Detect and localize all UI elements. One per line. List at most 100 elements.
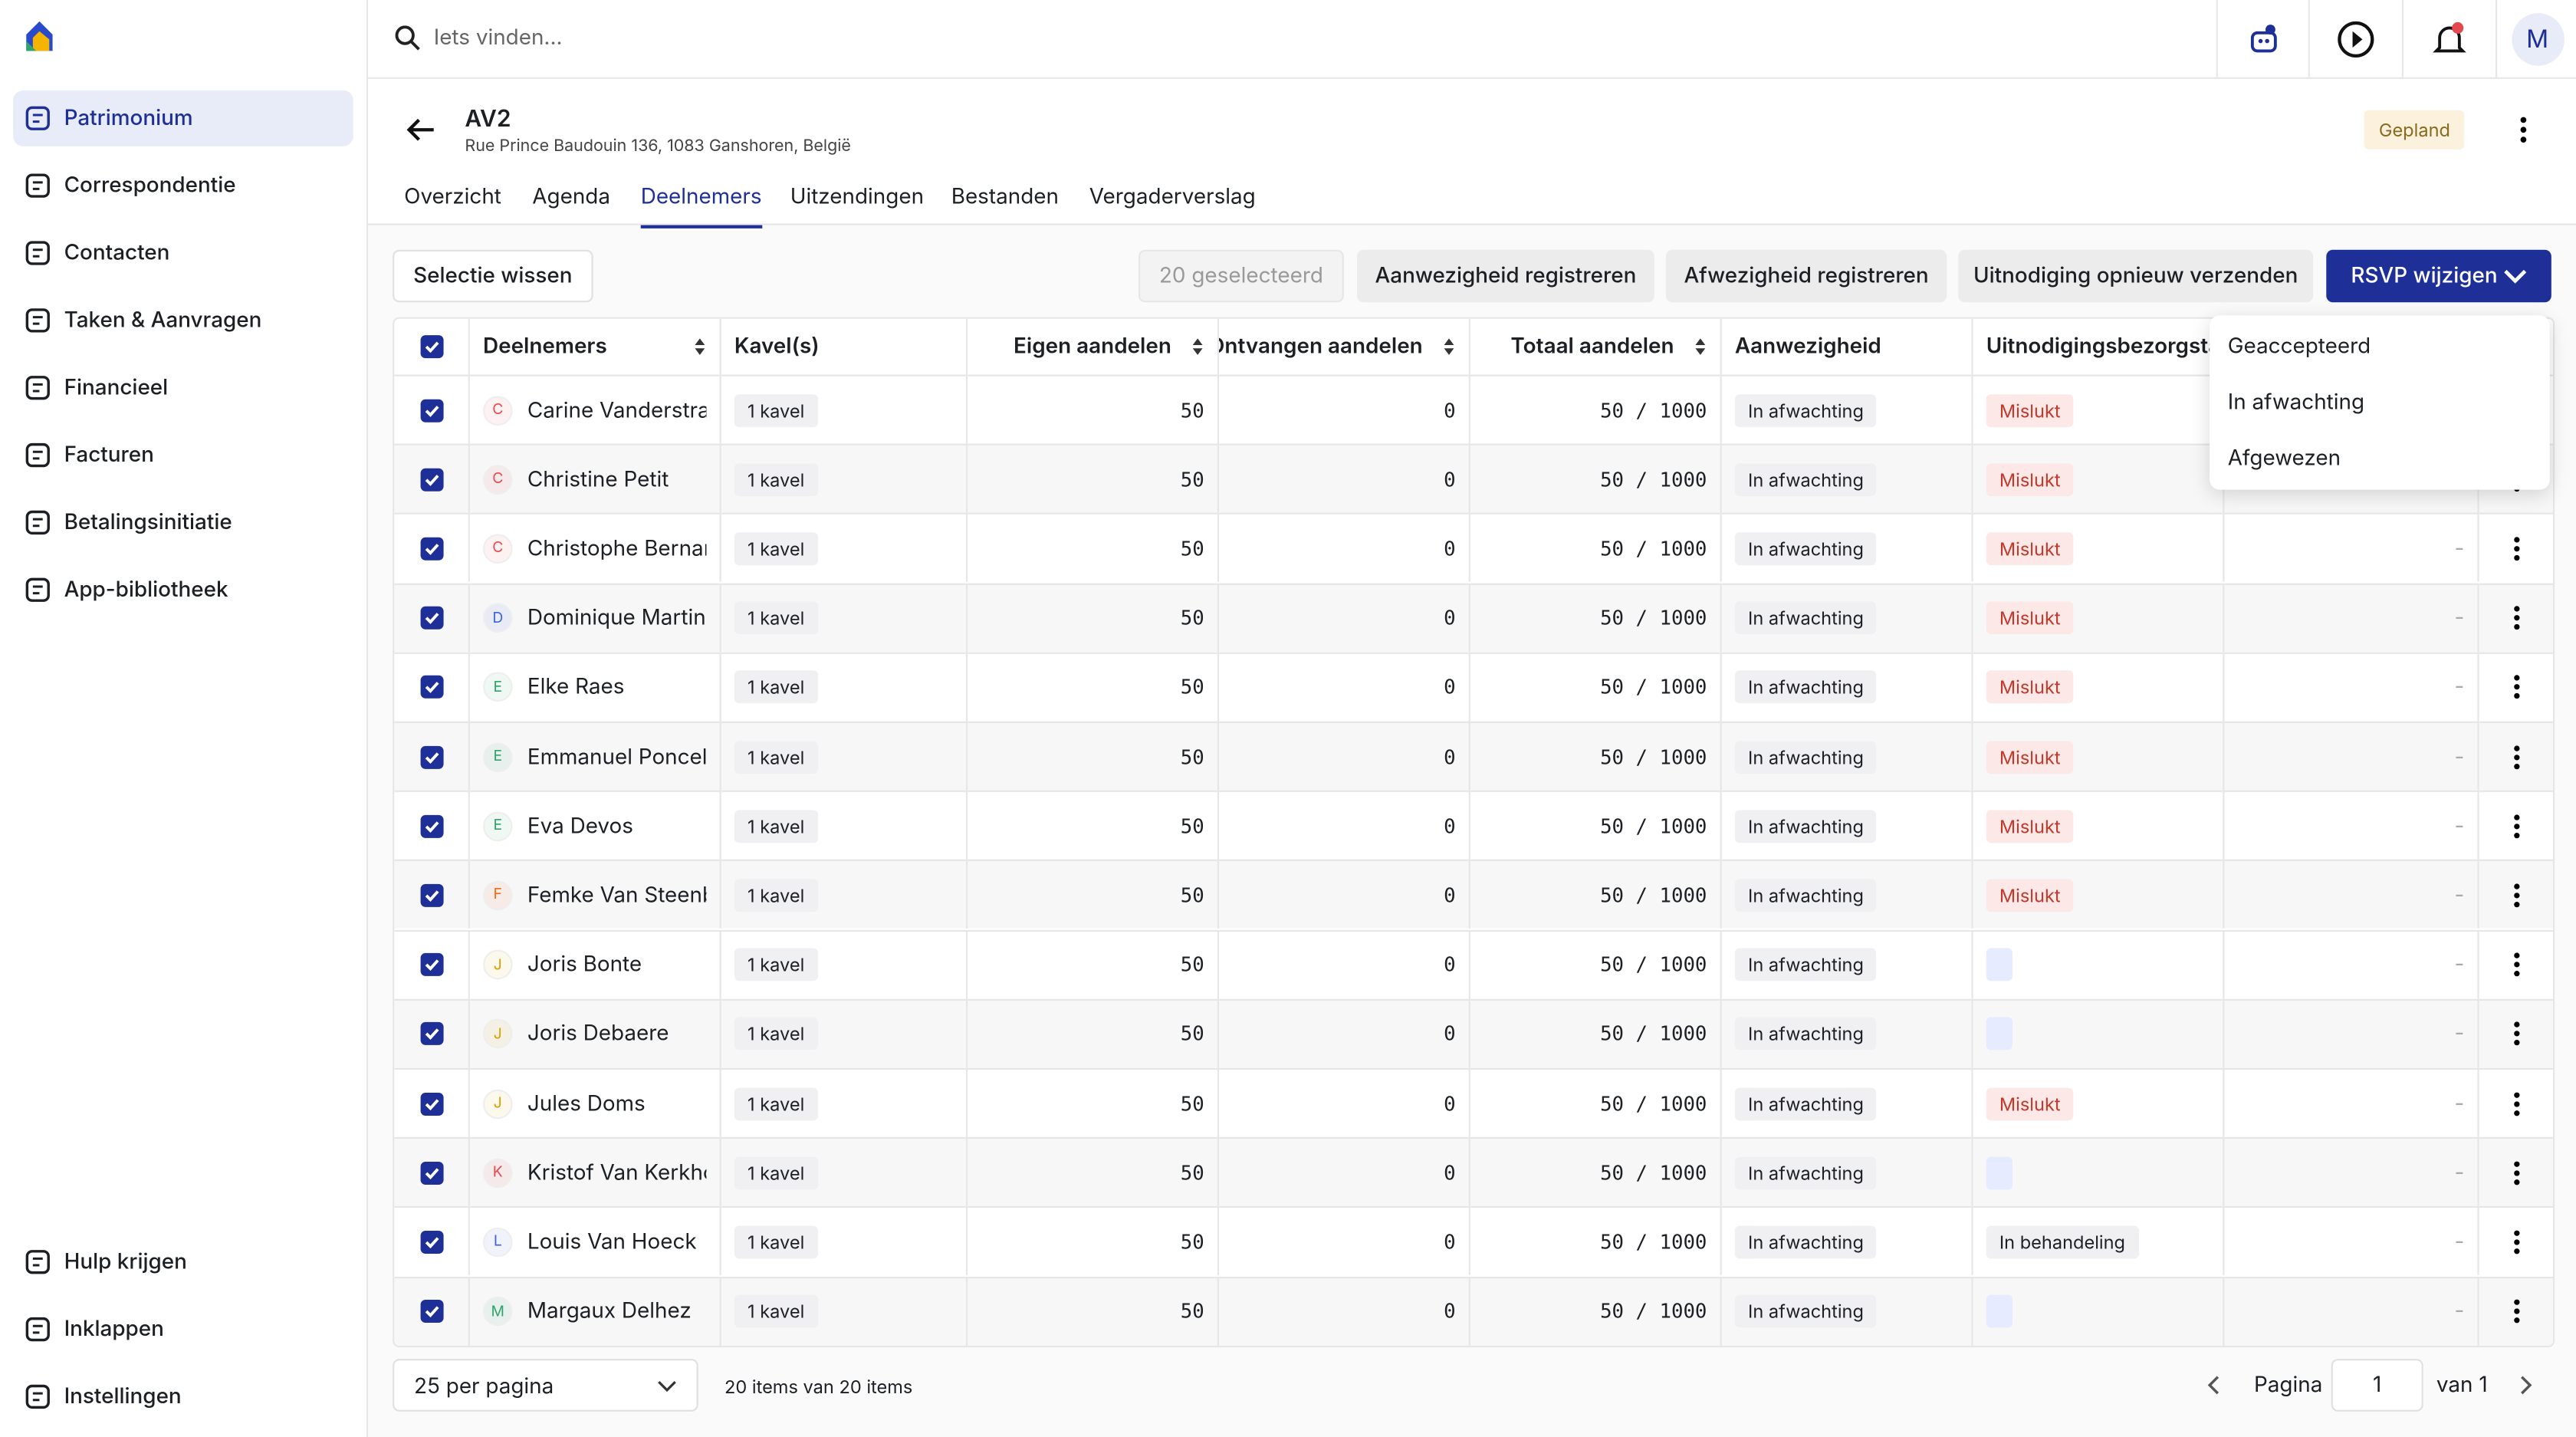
checkbox[interactable]: [419, 814, 443, 838]
checkbox[interactable]: [419, 1300, 443, 1324]
participant-name[interactable]: Louis Van Hoeck: [527, 1228, 697, 1255]
checkbox[interactable]: [419, 335, 443, 359]
checkbox[interactable]: [419, 883, 443, 907]
select-cell: [394, 931, 468, 998]
participant-name[interactable]: Elke Raes: [527, 674, 625, 701]
dropdown-option[interactable]: Afgewezen: [2227, 445, 2341, 472]
checkbox[interactable]: [419, 1230, 443, 1254]
participant-name[interactable]: Dominique Martin: [527, 604, 706, 632]
own-shares: 50: [966, 653, 1217, 722]
nav-item[interactable]: Inklappen: [13, 1301, 353, 1357]
dropdown-option[interactable]: Geaccepteerd: [2227, 334, 2371, 360]
checkbox[interactable]: [419, 745, 443, 768]
nav-item[interactable]: Betalingsinitiatie: [13, 495, 353, 551]
select-cell: [394, 584, 468, 652]
participant-name[interactable]: Jules Doms: [527, 1090, 646, 1117]
back-button[interactable]: [406, 117, 435, 143]
lot-cell: 1 kavel: [719, 1278, 966, 1346]
checkbox[interactable]: [419, 1091, 443, 1115]
row-actions[interactable]: [2477, 1278, 2553, 1346]
lot-badge: 1 kavel: [734, 809, 818, 843]
extra-cell: -: [2223, 861, 2477, 929]
row-actions[interactable]: [2477, 584, 2553, 652]
dropdown-option[interactable]: In afwachting: [2227, 389, 2365, 416]
received-shares: 0: [1217, 722, 1469, 791]
checkbox[interactable]: [419, 953, 443, 977]
tab[interactable]: Vergaderverslag: [1089, 184, 1256, 211]
participant-name[interactable]: Femke Van Steenb: [527, 882, 707, 909]
participant-name[interactable]: Joris Bonte: [527, 951, 642, 978]
participant-name[interactable]: Margaux Delhez: [527, 1298, 692, 1325]
nav-item[interactable]: Correspondentie: [13, 158, 353, 214]
checkbox[interactable]: [419, 1161, 443, 1185]
row-actions[interactable]: [2477, 1000, 2553, 1068]
attendance-cell: In afwachting: [1720, 1000, 1972, 1068]
row-actions[interactable]: [2477, 653, 2553, 722]
table-row: J Joris Bonte 1 kavel 50 0 50 / 1000 In afwach…: [394, 929, 2553, 998]
total-shares: 50 / 1000: [1468, 515, 1720, 583]
checkbox[interactable]: [419, 676, 443, 699]
participant-name[interactable]: Christine Petit: [527, 465, 669, 493]
nav-item[interactable]: Financieel: [13, 360, 353, 416]
nav-item[interactable]: App-bibliotheek: [13, 562, 353, 618]
avatar: D: [483, 603, 513, 633]
register-presence-button[interactable]: Aanwezigheid registreren: [1357, 249, 1654, 303]
own-shares: 50: [966, 584, 1217, 652]
assistant-button[interactable]: [2216, 0, 2310, 77]
prev-page[interactable]: [2205, 1373, 2225, 1396]
tab[interactable]: Uitzendingen: [790, 184, 925, 211]
column-label: Deelnemers: [483, 334, 607, 360]
tab[interactable]: Agenda: [532, 184, 611, 211]
resend-invite-button[interactable]: Uitnodiging opnieuw verzenden: [1958, 249, 2314, 303]
nav-item[interactable]: Instellingen: [13, 1369, 353, 1425]
participant-name[interactable]: Eva Devos: [527, 813, 633, 840]
checkbox[interactable]: [419, 468, 443, 492]
participant-name[interactable]: Christophe Bernarc: [527, 535, 707, 562]
lot-cell: 1 kavel: [719, 931, 966, 998]
row-actions[interactable]: [2477, 1208, 2553, 1276]
notifications-button[interactable]: [2401, 0, 2496, 77]
row-actions[interactable]: [2477, 1139, 2553, 1207]
checkbox[interactable]: [419, 398, 443, 422]
page-input[interactable]: 1: [2331, 1359, 2423, 1412]
tab[interactable]: Overzicht: [404, 184, 501, 211]
avatar: M: [2511, 12, 2564, 65]
nav-item[interactable]: Facturen: [13, 427, 353, 483]
participant-name[interactable]: Kristof Van Kerkho: [527, 1159, 707, 1186]
avatar: E: [483, 811, 513, 841]
checkbox[interactable]: [419, 1022, 443, 1046]
received-shares: 0: [1217, 446, 1469, 513]
next-page[interactable]: [2515, 1373, 2535, 1396]
clear-selection-button[interactable]: Selectie wissen: [393, 249, 593, 303]
nav-item[interactable]: Taken & Aanvragen: [13, 292, 353, 348]
row-actions[interactable]: [2477, 861, 2553, 929]
avatar-button[interactable]: M: [2496, 0, 2576, 77]
row-actions[interactable]: [2477, 792, 2553, 860]
nav-item[interactable]: Contacten: [13, 225, 353, 281]
row-actions[interactable]: [2477, 931, 2553, 998]
search-input[interactable]: Iets vinden...: [433, 25, 563, 51]
page-label: Pagina: [2254, 1372, 2323, 1399]
row-actions[interactable]: [2477, 515, 2553, 583]
column-header: Eigen aandelen: [966, 318, 1217, 375]
select-all[interactable]: [394, 319, 468, 375]
participant-name[interactable]: Carine Vanderstrae: [527, 396, 707, 423]
tab[interactable]: Deelnemers: [640, 184, 762, 229]
select-cell: [394, 446, 468, 513]
participant-name[interactable]: Emmanuel Poncele: [527, 743, 707, 770]
checkbox[interactable]: [419, 606, 443, 630]
row-actions[interactable]: [2477, 722, 2553, 791]
checkbox[interactable]: [419, 537, 443, 561]
register-absence-button[interactable]: Afwezigheid registreren: [1665, 249, 1947, 303]
video-button[interactable]: [2308, 0, 2402, 77]
participant-name[interactable]: Joris Debaere: [527, 1021, 669, 1047]
more-button[interactable]: [2507, 115, 2540, 145]
nav-item[interactable]: Hulp krijgen: [13, 1234, 353, 1290]
tab[interactable]: Bestanden: [951, 184, 1060, 211]
rsvp-button[interactable]: RSVP wijzigen: [2326, 249, 2551, 303]
lot-badge: 1 kavel: [734, 1087, 818, 1120]
per-page-select[interactable]: 25 per pagina: [393, 1359, 698, 1412]
attendance-cell: In afwachting: [1720, 1208, 1972, 1276]
nav-item[interactable]: Patrimonium: [13, 90, 353, 146]
row-actions[interactable]: [2477, 1070, 2553, 1137]
